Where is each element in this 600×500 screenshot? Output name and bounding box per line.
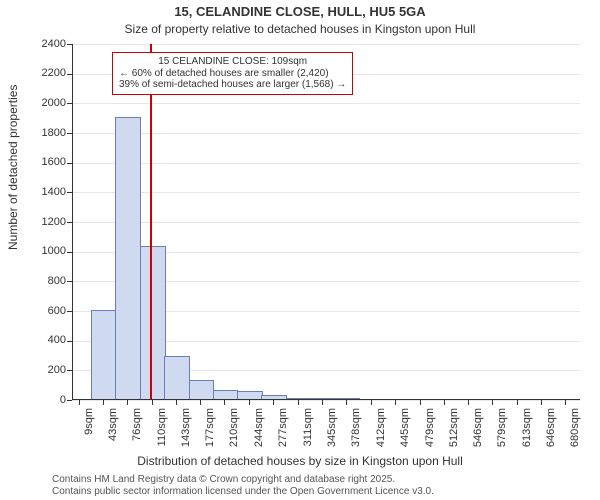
xtick-label: 512sqm: [448, 408, 460, 458]
gridline: [72, 133, 580, 134]
xtick-label: 177sqm: [204, 408, 216, 458]
xtick-mark: [468, 400, 469, 405]
xtick-mark: [541, 400, 542, 405]
ytick-label: 2200: [30, 67, 66, 79]
y-axis-line: [72, 44, 73, 400]
xtick-label: 579sqm: [496, 408, 508, 458]
xtick-label: 680sqm: [569, 408, 581, 458]
xtick-label: 345sqm: [326, 408, 338, 458]
ytick-label: 600: [30, 305, 66, 317]
xtick-label: 311sqm: [302, 408, 314, 458]
xtick-mark: [127, 400, 128, 405]
xtick-label: 445sqm: [399, 408, 411, 458]
xtick-mark: [492, 400, 493, 405]
ytick-label: 1800: [30, 127, 66, 139]
xtick-mark: [346, 400, 347, 405]
xtick-mark: [517, 400, 518, 405]
xtick-label: 412sqm: [375, 408, 387, 458]
chart-subtitle: Size of property relative to detached ho…: [0, 22, 600, 36]
xtick-label: 9sqm: [83, 408, 95, 458]
annotation-line-3: 39% of semi-detached houses are larger (…: [119, 79, 346, 91]
footer-credits: Contains HM Land Registry data © Crown c…: [52, 474, 434, 497]
chart-title: 15, CELANDINE CLOSE, HULL, HU5 5GA: [0, 4, 600, 19]
footer-line-1: Contains HM Land Registry data © Crown c…: [52, 474, 434, 486]
xtick-mark: [103, 400, 104, 405]
xtick-mark: [298, 400, 299, 405]
xtick-mark: [224, 400, 225, 405]
annotation-line-2: ← 60% of detached houses are smaller (2,…: [119, 68, 346, 80]
xtick-label: 546sqm: [472, 408, 484, 458]
xtick-mark: [176, 400, 177, 405]
xtick-label: 479sqm: [424, 408, 436, 458]
ytick-label: 2400: [30, 38, 66, 50]
histogram-bar: [189, 380, 214, 400]
xtick-mark: [444, 400, 445, 405]
xtick-mark: [420, 400, 421, 405]
x-axis-line: [72, 399, 580, 400]
xtick-label: 210sqm: [228, 408, 240, 458]
histogram-bar: [91, 310, 116, 400]
gridline: [72, 163, 580, 164]
ytick-label: 2000: [30, 97, 66, 109]
ytick-label: 1200: [30, 216, 66, 228]
gridline: [72, 400, 580, 401]
xtick-label: 277sqm: [277, 408, 289, 458]
xtick-label: 110sqm: [156, 408, 168, 458]
annotation-line-1: 15 CELANDINE CLOSE: 109sqm: [119, 56, 346, 68]
histogram-bar: [115, 117, 140, 400]
ytick-label: 0: [30, 394, 66, 406]
xtick-label: 244sqm: [253, 408, 265, 458]
xtick-mark: [79, 400, 80, 405]
ytick-label: 800: [30, 275, 66, 287]
xtick-mark: [200, 400, 201, 405]
annotation-box: 15 CELANDINE CLOSE: 109sqm← 60% of detac…: [112, 52, 353, 95]
xtick-mark: [152, 400, 153, 405]
xtick-mark: [322, 400, 323, 405]
xtick-label: 76sqm: [131, 408, 143, 458]
ytick-label: 200: [30, 364, 66, 376]
xtick-mark: [395, 400, 396, 405]
plot-area: 0200400600800100012001400160018002000220…: [72, 44, 580, 400]
xtick-label: 378sqm: [350, 408, 362, 458]
xtick-mark: [371, 400, 372, 405]
ytick-label: 400: [30, 334, 66, 346]
xtick-mark: [249, 400, 250, 405]
gridline: [72, 44, 580, 45]
xtick-mark: [565, 400, 566, 405]
gridline: [72, 192, 580, 193]
histogram-bar: [140, 246, 165, 400]
histogram-bar: [164, 356, 189, 400]
ytick-label: 1000: [30, 245, 66, 257]
ytick-label: 1400: [30, 186, 66, 198]
x-axis-label: Distribution of detached houses by size …: [0, 454, 600, 468]
ytick-label: 1600: [30, 156, 66, 168]
y-axis-label: Number of detached properties: [6, 85, 20, 250]
footer-line-2: Contains public sector information licen…: [52, 486, 434, 498]
ytick-mark: [67, 400, 72, 401]
gridline: [72, 103, 580, 104]
xtick-mark: [273, 400, 274, 405]
xtick-label: 143sqm: [180, 408, 192, 458]
reference-line: [150, 44, 152, 400]
xtick-label: 613sqm: [521, 408, 533, 458]
gridline: [72, 222, 580, 223]
xtick-label: 646sqm: [545, 408, 557, 458]
xtick-label: 43sqm: [107, 408, 119, 458]
